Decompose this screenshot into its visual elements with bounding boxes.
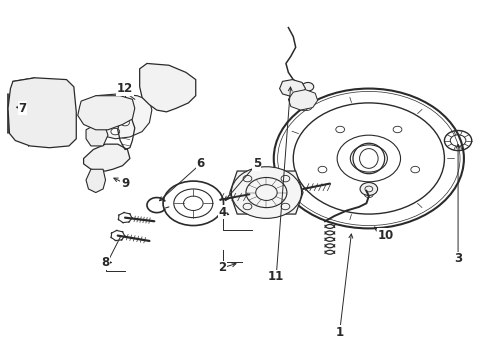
Polygon shape bbox=[8, 78, 76, 148]
Text: 1: 1 bbox=[335, 326, 343, 339]
Circle shape bbox=[231, 167, 301, 219]
Text: 10: 10 bbox=[377, 229, 393, 242]
Text: 11: 11 bbox=[267, 270, 284, 283]
Circle shape bbox=[302, 82, 313, 91]
Text: 7: 7 bbox=[19, 102, 27, 115]
Text: 2: 2 bbox=[218, 261, 226, 274]
Circle shape bbox=[106, 121, 115, 128]
Circle shape bbox=[359, 183, 377, 195]
Circle shape bbox=[176, 85, 185, 92]
Circle shape bbox=[111, 129, 120, 135]
Circle shape bbox=[14, 82, 26, 91]
Polygon shape bbox=[229, 171, 303, 214]
Polygon shape bbox=[91, 94, 152, 139]
Circle shape bbox=[121, 120, 129, 126]
Circle shape bbox=[91, 120, 100, 126]
Polygon shape bbox=[86, 125, 108, 146]
Text: 9: 9 bbox=[121, 177, 129, 190]
Text: 5: 5 bbox=[252, 157, 260, 170]
Polygon shape bbox=[86, 169, 105, 193]
Circle shape bbox=[14, 133, 26, 141]
Polygon shape bbox=[83, 144, 130, 171]
Polygon shape bbox=[78, 96, 135, 130]
Text: 12: 12 bbox=[117, 82, 133, 95]
Text: 3: 3 bbox=[453, 252, 461, 265]
Text: 6: 6 bbox=[196, 157, 204, 170]
Ellipse shape bbox=[359, 149, 377, 168]
Polygon shape bbox=[279, 80, 305, 97]
Circle shape bbox=[95, 150, 116, 166]
Text: 8: 8 bbox=[101, 256, 109, 269]
Polygon shape bbox=[288, 90, 317, 110]
Text: 4: 4 bbox=[218, 206, 226, 219]
Circle shape bbox=[33, 84, 65, 108]
Circle shape bbox=[33, 116, 65, 140]
Circle shape bbox=[153, 77, 164, 86]
Circle shape bbox=[106, 120, 115, 126]
Polygon shape bbox=[140, 63, 195, 112]
Ellipse shape bbox=[352, 143, 384, 174]
